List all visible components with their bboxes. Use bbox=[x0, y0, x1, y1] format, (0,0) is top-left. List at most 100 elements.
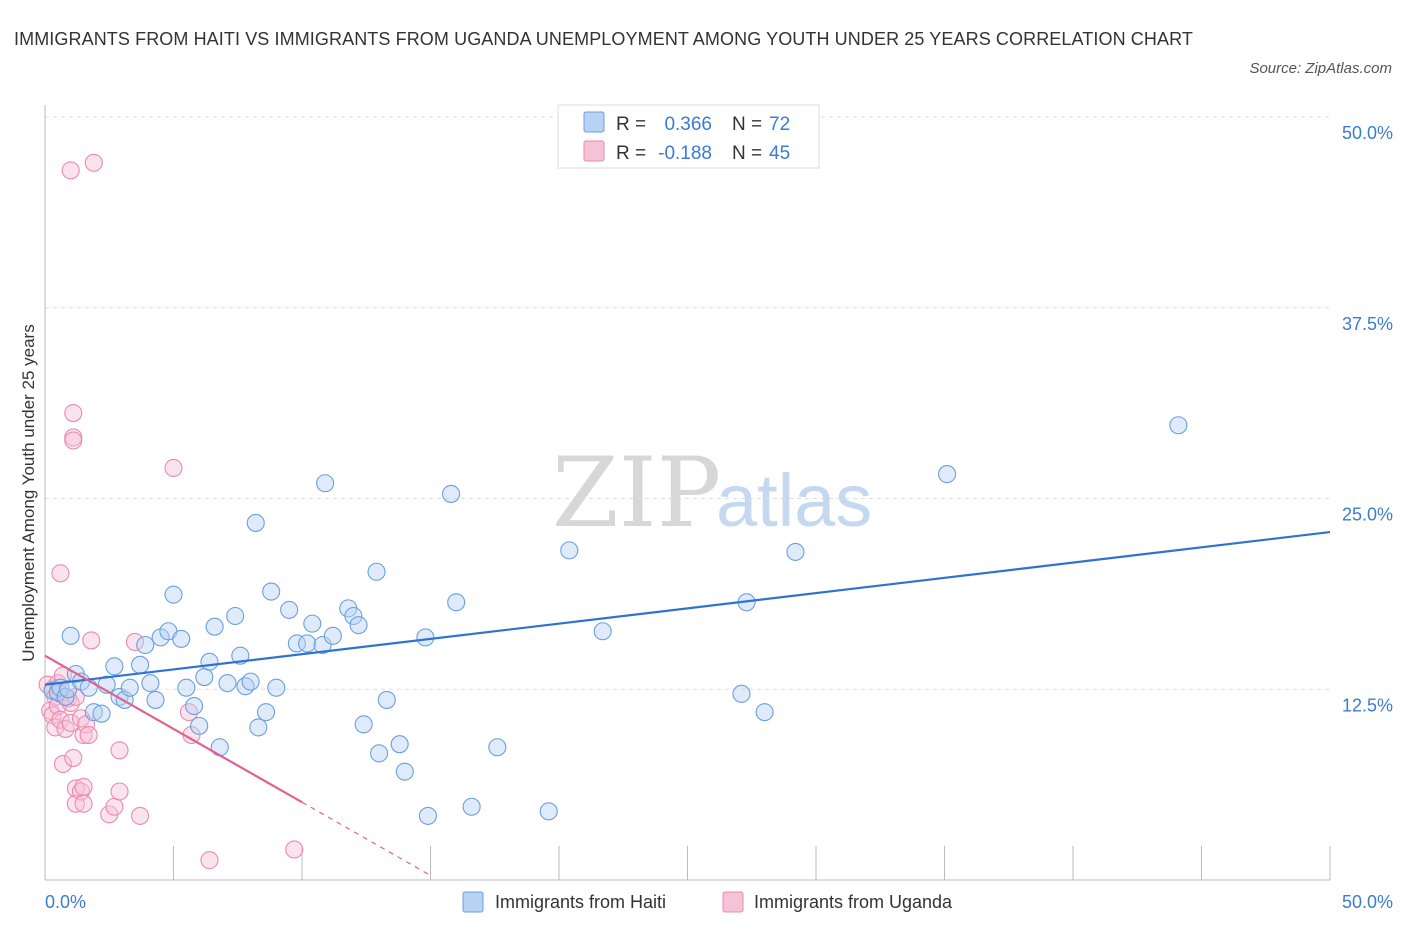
uganda-point-33 bbox=[82, 631, 101, 650]
haiti-point-41 bbox=[280, 600, 299, 619]
legend-haiti-n-value: 72 bbox=[769, 114, 790, 135]
watermark-zip: ZIP bbox=[552, 437, 721, 549]
legend-haiti-swatch bbox=[583, 111, 605, 133]
haiti-point-60 bbox=[447, 593, 466, 612]
y-axis-label: Unemployment Among Youth under 25 years bbox=[19, 324, 38, 661]
haiti-point-68 bbox=[755, 703, 774, 722]
y-tick-label-1: 25.0% bbox=[1342, 505, 1393, 525]
uganda-point-19 bbox=[64, 403, 83, 423]
haiti-point-31 bbox=[218, 674, 237, 693]
haiti-point-51 bbox=[354, 715, 373, 734]
haiti-point-43 bbox=[298, 634, 317, 653]
haiti-point-50 bbox=[349, 616, 368, 635]
uganda-point-41 bbox=[164, 458, 183, 478]
uganda-point-30 bbox=[74, 794, 93, 813]
uganda-point-37 bbox=[110, 782, 129, 801]
chart-title: IMMIGRANTS FROM HAITI VS IMMIGRANTS FROM… bbox=[14, 29, 1193, 49]
haiti-point-59 bbox=[442, 484, 461, 503]
haiti-point-19 bbox=[146, 690, 165, 709]
haiti-point-23 bbox=[172, 629, 191, 648]
haiti-point-42 bbox=[287, 634, 306, 653]
uganda-point-22 bbox=[64, 748, 83, 767]
legend-haiti-r-value: 0.366 bbox=[664, 114, 712, 135]
legend-uganda-n-label: N = bbox=[732, 143, 762, 164]
haiti-trend-line bbox=[44, 530, 1331, 686]
axes bbox=[44, 105, 1331, 881]
haiti-point-22 bbox=[164, 585, 183, 604]
haiti-point-57 bbox=[416, 628, 435, 647]
x-tick-labels: 0.0% 50.0% bbox=[45, 892, 1393, 912]
haiti-point-9 bbox=[84, 703, 103, 722]
uganda-point-18 bbox=[61, 161, 80, 180]
haiti-point-69 bbox=[786, 542, 805, 561]
haiti-point-39 bbox=[262, 582, 281, 601]
haiti-point-38 bbox=[256, 703, 276, 722]
y-tick-label-3: 50.0% bbox=[1342, 123, 1393, 143]
y-tick-labels: 12.5% 25.0% 37.5% 50.0% bbox=[1342, 123, 1393, 715]
trend-lines bbox=[44, 530, 1331, 876]
uganda-point-44 bbox=[200, 851, 219, 870]
haiti-point-58 bbox=[418, 806, 437, 825]
uganda-point-32 bbox=[79, 725, 98, 745]
haiti-point-64 bbox=[560, 541, 579, 560]
legend-bottom-uganda-swatch bbox=[722, 891, 744, 913]
haiti-point-71 bbox=[1169, 416, 1188, 435]
uganda-trend-extension bbox=[301, 801, 431, 876]
legend-top: R = 0.366 N = 72 R = -0.188 N = 45 bbox=[557, 104, 820, 169]
legend-bottom-haiti-label: Immigrants from Haiti bbox=[495, 892, 666, 912]
legend-haiti-r-label: R = bbox=[616, 114, 646, 135]
uganda-point-10 bbox=[51, 564, 70, 583]
uganda-point-40 bbox=[131, 806, 150, 825]
haiti-point-25 bbox=[185, 696, 204, 716]
gridlines bbox=[45, 116, 1330, 690]
uganda-points bbox=[38, 153, 304, 870]
uganda-point-29 bbox=[74, 725, 93, 745]
legend-uganda-swatch bbox=[583, 140, 605, 162]
haiti-point-61 bbox=[462, 797, 481, 816]
haiti-point-26 bbox=[190, 716, 209, 735]
uganda-point-39 bbox=[125, 632, 144, 651]
x-tick-label-1: 50.0% bbox=[1342, 892, 1393, 912]
source-credit: Source: ZipAtlas.com bbox=[1249, 60, 1392, 77]
haiti-point-10 bbox=[92, 704, 111, 723]
haiti-point-36 bbox=[246, 513, 265, 532]
uganda-point-21 bbox=[64, 431, 83, 450]
haiti-point-27 bbox=[195, 667, 214, 687]
haiti-point-54 bbox=[377, 690, 396, 709]
uganda-point-34 bbox=[84, 153, 103, 172]
haiti-point-53 bbox=[370, 744, 389, 763]
legend-bottom-uganda-label: Immigrants from Uganda bbox=[754, 892, 953, 912]
uganda-point-12 bbox=[53, 754, 73, 774]
haiti-point-52 bbox=[367, 562, 386, 581]
legend-uganda-n-value: 45 bbox=[769, 143, 790, 164]
haiti-point-30 bbox=[210, 738, 229, 757]
uganda-point-45 bbox=[285, 840, 304, 859]
haiti-point-35 bbox=[241, 672, 260, 691]
haiti-point-18 bbox=[141, 674, 160, 693]
uganda-point-28 bbox=[74, 777, 93, 796]
haiti-point-24 bbox=[177, 678, 196, 697]
legend-uganda-r-label: R = bbox=[616, 143, 646, 164]
haiti-point-49 bbox=[344, 606, 363, 626]
haiti-point-56 bbox=[395, 762, 414, 781]
uganda-point-17 bbox=[61, 713, 80, 732]
haiti-point-55 bbox=[390, 735, 409, 754]
haiti-point-65 bbox=[593, 622, 612, 641]
haiti-point-45 bbox=[313, 635, 332, 655]
haiti-point-28 bbox=[200, 652, 219, 671]
uganda-point-38 bbox=[110, 741, 129, 760]
haiti-point-46 bbox=[316, 474, 335, 493]
uganda-point-24 bbox=[66, 779, 85, 798]
haiti-point-29 bbox=[205, 617, 224, 636]
haiti-point-63 bbox=[539, 802, 558, 821]
haiti-point-12 bbox=[105, 657, 124, 676]
haiti-point-37 bbox=[249, 718, 268, 737]
haiti-point-15 bbox=[120, 678, 139, 697]
legend-haiti-n-label: N = bbox=[732, 114, 762, 135]
y-tick-label-0: 12.5% bbox=[1342, 695, 1393, 715]
haiti-point-32 bbox=[226, 606, 245, 626]
haiti-point-5 bbox=[61, 626, 80, 645]
uganda-trend-line bbox=[44, 654, 303, 804]
legend-uganda-r-value: -0.188 bbox=[658, 143, 712, 164]
